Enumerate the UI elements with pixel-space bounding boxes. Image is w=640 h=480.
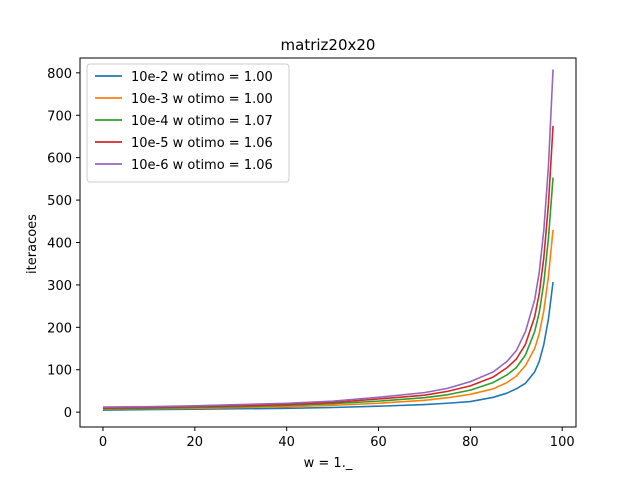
x-tick-label: 60 <box>370 435 387 450</box>
y-tick-label: 0 <box>64 406 72 421</box>
x-axis: 0 20 40 60 80 100 <box>99 427 575 450</box>
legend: 10e-2 w otimo = 1.00 10e-3 w otimo = 1.00… <box>86 63 290 183</box>
legend-label: 10e-4 w otimo = 1.07 <box>131 114 273 129</box>
y-tick-label: 700 <box>47 109 72 124</box>
x-axis-label: w = 1._ <box>304 456 353 471</box>
legend-label: 10e-6 w otimo = 1.06 <box>131 158 273 173</box>
chart-title: matriz20x20 <box>281 36 376 54</box>
y-tick-label: 800 <box>47 67 72 82</box>
y-tick-label: 500 <box>47 194 72 209</box>
series-line-5 <box>102 69 554 408</box>
x-tick-label: 20 <box>187 435 204 450</box>
legend-label: 10e-2 w otimo = 1.00 <box>131 70 273 85</box>
series-line-2 <box>102 229 554 410</box>
x-tick-label: 40 <box>278 435 295 450</box>
y-tick-label: 200 <box>47 321 72 336</box>
y-tick-label: 400 <box>47 237 72 252</box>
y-tick-label: 300 <box>47 279 72 294</box>
legend-label: 10e-5 w otimo = 1.06 <box>131 136 273 151</box>
series-line-3 <box>102 177 554 410</box>
legend-box <box>86 63 290 183</box>
series-line-4 <box>102 125 554 409</box>
plot-area <box>102 69 554 411</box>
plot-frame <box>79 57 577 428</box>
series-line-1 <box>102 281 554 411</box>
y-axis: 0 100 200 300 400 500 600 700 800 <box>47 67 80 421</box>
y-tick-label: 600 <box>47 152 72 167</box>
x-tick-label: 0 <box>99 435 107 450</box>
legend-label: 10e-3 w otimo = 1.00 <box>131 92 273 107</box>
y-axis-label: iteracoes <box>25 214 40 274</box>
x-tick-label: 100 <box>550 435 575 450</box>
y-tick-label: 100 <box>47 364 72 379</box>
x-tick-label: 80 <box>462 435 479 450</box>
